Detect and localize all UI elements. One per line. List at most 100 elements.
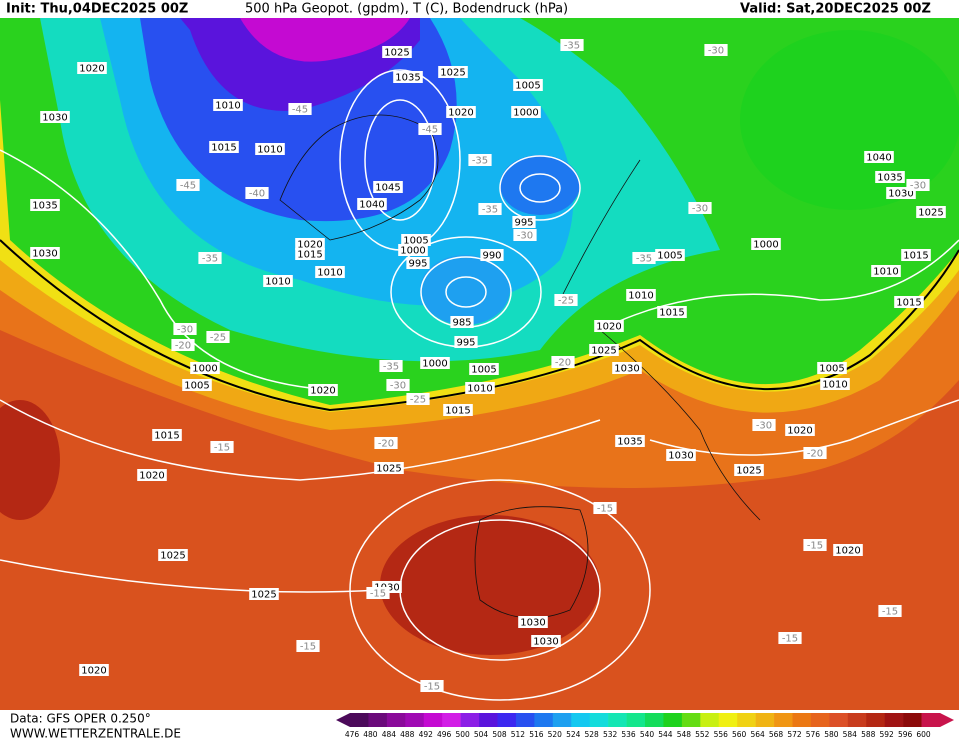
- isobar-label: 1025: [591, 346, 616, 357]
- isobar-label-box: [594, 320, 624, 332]
- isobar-label-group: 1020: [137, 469, 167, 482]
- colorbar-label: 568: [769, 730, 784, 739]
- isobar-label: 1020: [139, 471, 164, 482]
- temperature-label-group: -30: [513, 229, 537, 242]
- temperature-label: -40: [249, 189, 265, 200]
- isobar-label: 1000: [753, 240, 778, 251]
- isobar-label-box: [209, 141, 239, 153]
- colorbar-label: 560: [732, 730, 747, 739]
- isobar-label: 1000: [192, 364, 217, 375]
- colorbar-swatch: [903, 713, 922, 727]
- colorbar-swatch: [718, 713, 738, 727]
- temperature-label-group: -20: [374, 437, 398, 450]
- temperature-label-group: -35: [468, 154, 492, 167]
- temperature-label-box: [752, 419, 776, 431]
- colorbar-label: 588: [861, 730, 876, 739]
- isobar-label-group: 1015: [657, 306, 687, 319]
- temperature-label-box: [366, 587, 390, 599]
- isobar-label-box: [612, 362, 642, 374]
- temperature-label: -15: [782, 634, 798, 645]
- temperature-label-box: [688, 202, 712, 214]
- temperature-label-box: [878, 605, 902, 617]
- temperature-label: -20: [175, 341, 191, 352]
- isobar-label-box: [894, 296, 924, 308]
- isobar-label-box: [785, 424, 815, 436]
- colorbar-label: 564: [750, 730, 765, 739]
- isobar-label-box: [531, 635, 561, 647]
- isobar-label: 995: [408, 259, 427, 270]
- isobar-label: 1030: [668, 451, 693, 462]
- colorbar-label: 584: [843, 730, 858, 739]
- temperature-label-group: -25: [406, 393, 430, 406]
- isobar-label: 1030: [614, 364, 639, 375]
- isobar-label-group: 1000: [511, 106, 541, 119]
- temperature-label: -15: [424, 682, 440, 693]
- isobar-label-box: [734, 464, 764, 476]
- colorbar-swatch: [479, 713, 498, 727]
- isobar-label-group: 1015: [152, 429, 182, 442]
- isobar-label-group: 1030: [531, 635, 561, 648]
- temperature-label: -35: [564, 41, 580, 52]
- colorbar-label: 504: [474, 730, 489, 739]
- isobar-label: 1010: [467, 384, 492, 395]
- temperature-label-box: [210, 441, 234, 453]
- temperature-label-group: -15: [296, 640, 320, 653]
- isobar-label: 990: [482, 251, 501, 262]
- colorbar-swatch: [755, 713, 775, 727]
- temperature-label-group: -35: [560, 39, 584, 52]
- isobar-label: 1025: [736, 466, 761, 477]
- isobar-label-group: 1020: [77, 62, 107, 75]
- isobar-label-box: [420, 357, 450, 369]
- isobar-label-box: [513, 79, 543, 91]
- isobar-label-box: [626, 289, 656, 301]
- colorbar-label: 516: [529, 730, 544, 739]
- isobar-label-box: [480, 249, 504, 261]
- isobar-label-group: 1015: [295, 248, 325, 261]
- temperature-label-box: [704, 44, 728, 56]
- temperature-label: -15: [370, 589, 386, 600]
- colorbar-swatch: [774, 713, 793, 727]
- isobar-label: 1020: [79, 64, 104, 75]
- temperature-label: -30: [517, 231, 533, 242]
- isobar-label-box: [40, 111, 70, 123]
- temperature-label-group: -20: [171, 339, 195, 352]
- temperature-label-group: -15: [778, 632, 802, 645]
- isobar-label: 1015: [154, 431, 179, 442]
- temperature-label: -20: [807, 449, 823, 460]
- isobar-label: 1030: [888, 189, 913, 200]
- isobar-label-box: [308, 384, 338, 396]
- colorbar-label: 600: [916, 730, 931, 739]
- isobar-label-group: 1005: [469, 363, 499, 376]
- temperature-label-box: [198, 252, 222, 264]
- isobar-label-box: [137, 469, 167, 481]
- map-title: 500 hPa Geopot. (gpdm), T (C), Bodendruc…: [245, 2, 568, 17]
- colorbar-swatch: [810, 713, 830, 727]
- isobar-label-box: [398, 244, 428, 256]
- colorbar-label: 488: [400, 730, 415, 739]
- isobar-label-group: 1035: [615, 435, 645, 448]
- isobar-label: 1025: [160, 551, 185, 562]
- colorbar-label: 512: [511, 730, 526, 739]
- colorbar-swatch: [497, 713, 517, 727]
- colorbar-swatch: [829, 713, 849, 727]
- isobar-label: 1035: [877, 173, 902, 184]
- colorbar-swatch: [386, 713, 406, 727]
- colorbar-label: 592: [880, 730, 895, 739]
- isobar-label-group: 1020: [446, 106, 476, 119]
- isobar-label-box: [820, 378, 850, 390]
- colorbar-swatch: [368, 713, 388, 727]
- temperature-label-box: [632, 252, 656, 264]
- isobar-label-box: [255, 143, 285, 155]
- isobar-label: 1005: [657, 251, 682, 262]
- temperature-label-group: -30: [752, 419, 776, 432]
- isobar-label: 1005: [403, 236, 428, 247]
- temperature-label-box: [803, 447, 827, 459]
- isobar-label-box: [152, 429, 182, 441]
- temperature-label-group: -45: [176, 179, 200, 192]
- colorbar-label: 508: [492, 730, 507, 739]
- temperature-label: -15: [300, 642, 316, 653]
- temperature-label: -25: [558, 296, 574, 307]
- isobar-label: 1020: [81, 666, 106, 677]
- isobar-label-group: 1015: [443, 404, 473, 417]
- temperature-label-box: [176, 179, 200, 191]
